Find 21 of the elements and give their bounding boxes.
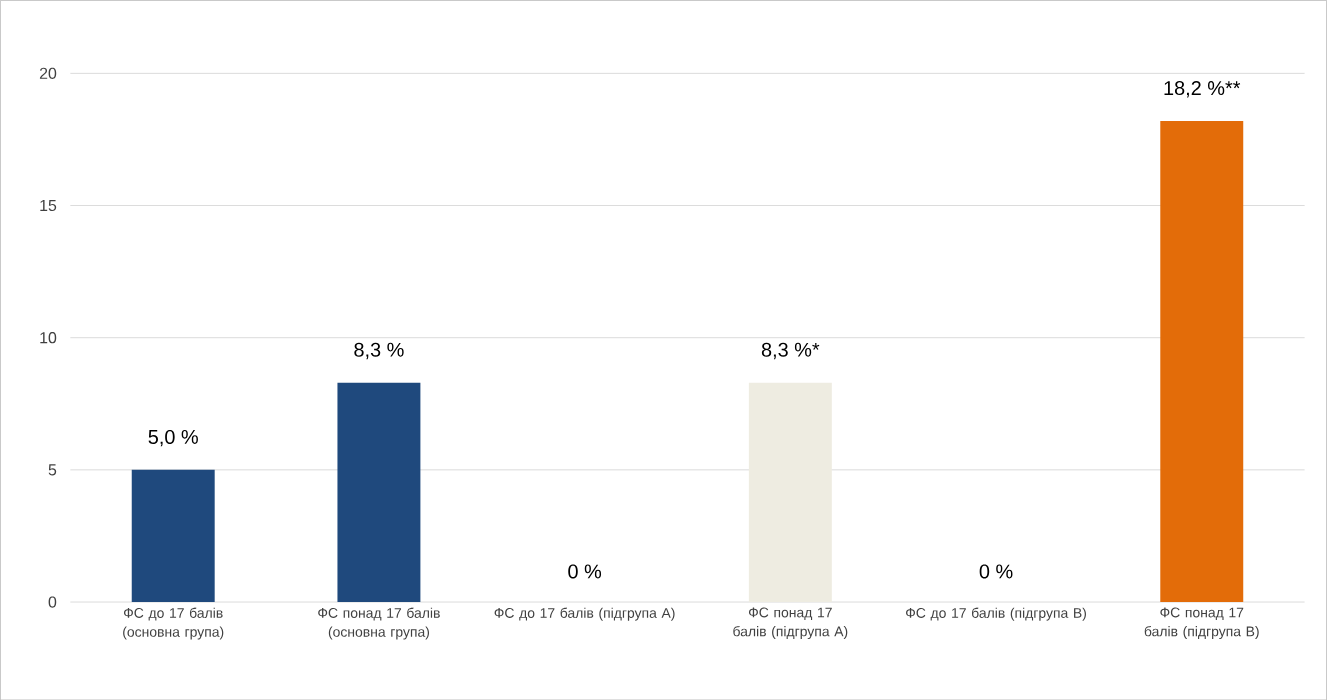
bar xyxy=(748,382,832,602)
y-tick-label: 15 xyxy=(40,199,57,211)
data-label: 5,0 % xyxy=(148,429,198,447)
y-tick-label: 5 xyxy=(48,464,57,476)
x-tick-label: ФС до 17 балів (основна група) xyxy=(123,607,224,640)
data-label: 0 % xyxy=(568,564,602,579)
bar xyxy=(131,469,215,602)
y-tick-label: 20 xyxy=(39,67,57,79)
bar xyxy=(337,382,421,602)
data-label: 8,3 %* xyxy=(761,342,820,359)
x-tick-label: ФС понад 17 балів (підгрупа В) xyxy=(1144,607,1259,639)
data-label: 18,2 %** xyxy=(1164,80,1241,98)
data-label: 8,3 % xyxy=(354,342,404,359)
y-tick-label: 0 xyxy=(48,596,57,608)
x-tick-label: ФС до 17 балів (підгрупа А) xyxy=(494,607,675,621)
x-tick-label: ФС понад 17 балів (підгрупа А) xyxy=(733,607,848,639)
x-tick-label: ФС понад 17 балів (основна група) xyxy=(318,607,440,640)
y-tick-label: 10 xyxy=(40,331,57,344)
x-tick-label: ФС до 17 балів (підгрупа В) xyxy=(906,607,1086,621)
data-label: 0 % xyxy=(979,564,1013,579)
bar xyxy=(1160,120,1244,602)
